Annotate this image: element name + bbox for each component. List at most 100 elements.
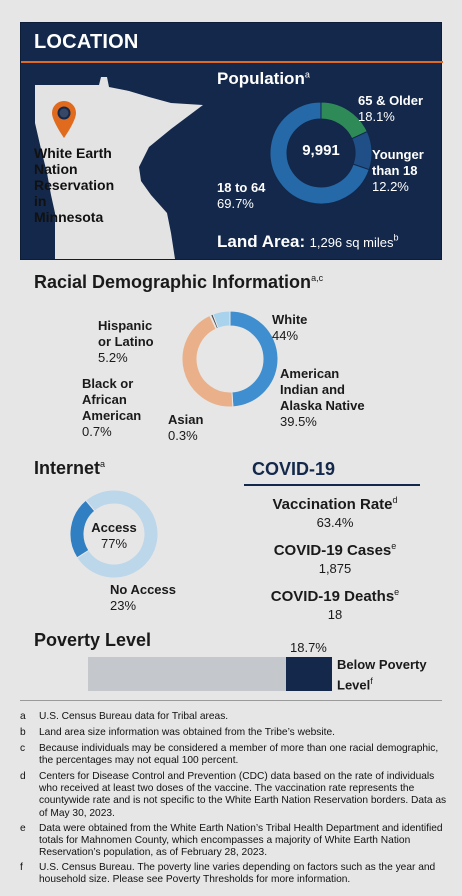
race-label-value: 0.3% [168, 428, 198, 443]
footnote-e: e Data were obtained from the White Eart… [20, 823, 450, 861]
internet-no-access-text: No Access [110, 582, 176, 597]
map-label-line: White Earth [34, 145, 112, 161]
land-area: Land Area: 1,296 sq milesb [217, 232, 398, 252]
racial-title: Racial Demographic Informationa,c [34, 272, 323, 293]
race-label-white: White 44% [272, 312, 307, 344]
race-label-text: White [272, 312, 308, 327]
race-label-value: 39.5% [280, 414, 317, 429]
covid-title-rule [244, 484, 420, 486]
covid-stat-value: 18 [327, 607, 343, 622]
poverty-label-sup: f [370, 676, 373, 686]
race-label-text: African [82, 392, 127, 407]
covid-stat-value: 63.4% [316, 515, 354, 530]
covid-stat-value: 1,875 [318, 561, 352, 576]
footnote-text: Centers for Disease Control and Preventi… [39, 771, 447, 819]
internet-title-sup: a [100, 459, 106, 469]
footnote-key: d [20, 771, 26, 782]
pop-label-younger-18: Younger than 18 12.2% [372, 147, 424, 195]
minnesota-map [35, 77, 203, 259]
population-title-text: Population [217, 69, 305, 88]
land-area-label: Land Area: [217, 232, 306, 251]
pop-label-value: 12.2% [372, 179, 409, 194]
poverty-label-text: Level [337, 677, 371, 693]
location-panel: LOCATION White Earth Nation Reservation … [20, 22, 443, 260]
pop-label-18-to-64: 18 to 64 69.7% [217, 180, 265, 212]
population-title: Populationa [217, 69, 310, 89]
footnote-key: b [20, 727, 26, 738]
map-pin-icon [52, 101, 76, 138]
poverty-bar-fill [286, 657, 332, 691]
map-label-line: in [34, 193, 47, 209]
covid-stat-label: Vaccination Rate [272, 496, 393, 513]
map-label: White Earth Nation Reservation in Minnes… [34, 145, 114, 225]
racial-donut-chart [181, 310, 279, 408]
race-label-text: Asian [168, 412, 204, 427]
race-label-hispanic: Hispanic or Latino 5.2% [98, 318, 154, 366]
pop-label-text: Younger [372, 147, 424, 162]
racial-hole [197, 326, 263, 392]
race-label-asian: Asian 0.3% [168, 412, 203, 444]
land-area-value: 1,296 sq miles [309, 235, 394, 250]
race-label-text: Hispanic [98, 318, 153, 333]
footnote-text: Land area size information was obtained … [39, 727, 335, 738]
footnote-key: a [20, 711, 26, 722]
race-label-text: Indian and [280, 382, 345, 397]
internet-access-label: Access 77% [70, 520, 158, 552]
internet-title-text: Internet [34, 458, 101, 478]
land-area-sup: b [393, 232, 399, 243]
race-label-text: American [82, 408, 142, 423]
internet-no-access-value: 23% [110, 598, 137, 613]
footnote-a: a U.S. Census Bureau data for Tribal are… [20, 711, 450, 725]
map-label-line: Nation [34, 161, 78, 177]
racial-title-sup: a,c [311, 273, 324, 283]
racial-title-text: Racial Demographic Information [34, 272, 312, 292]
covid-stat-cases: COVID-19 Casese 1,875 [240, 541, 430, 576]
race-label-value: 5.2% [98, 350, 128, 365]
poverty-label: Below Poverty Levelf [337, 657, 427, 693]
race-label-value: 0.7% [82, 424, 112, 439]
internet-donut-chart [70, 490, 158, 578]
footnote-divider [20, 700, 442, 701]
footnote-text: U.S. Census Bureau data for Tribal areas… [39, 711, 229, 722]
race-label-aian: American Indian and Alaska Native 39.5% [280, 366, 365, 430]
poverty-title: Poverty Level [34, 630, 152, 650]
poverty-bar-track [88, 657, 332, 691]
covid-stat-vaccination: Vaccination Rated 63.4% [240, 495, 430, 530]
footnote-text: Data were obtained from the White Earth … [39, 823, 443, 859]
footnote-b: b Land area size information was obtaine… [20, 727, 450, 741]
poverty-value: 18.7% [290, 640, 327, 655]
population-hole [287, 119, 355, 187]
footnote-key: e [20, 823, 26, 834]
covid-stat-label: COVID-19 Deaths [270, 588, 395, 605]
internet-hole [84, 504, 144, 564]
footnote-key: f [20, 862, 23, 873]
population-total: 9,991 [302, 142, 340, 159]
footnote-key: c [20, 743, 26, 754]
location-title: LOCATION [34, 31, 139, 53]
pop-label-65-older: 65 & Older 18.1% [358, 93, 423, 125]
race-label-black: Black or African American 0.7% [82, 376, 141, 440]
covid-stat-label: COVID-19 Cases [273, 542, 392, 559]
pop-label-value: 18.1% [358, 109, 395, 124]
internet-title: Interneta [34, 458, 105, 479]
location-title-rule [21, 61, 443, 63]
covid-stat-sup: e [391, 541, 397, 551]
race-label-value: 44% [272, 328, 299, 343]
pop-label-text: 18 to 64 [217, 180, 266, 195]
map-label-line: Reservation [34, 177, 115, 193]
internet-access-text: Access [91, 520, 137, 535]
covid-stat-sup: d [392, 495, 398, 505]
covid-stat-sup: e [394, 587, 400, 597]
footnote-f: f U.S. Census Bureau. The poverty line v… [20, 862, 450, 888]
pop-label-text: 65 & Older [358, 93, 424, 108]
internet-access-value: 77% [100, 536, 128, 551]
population-donut-chart [269, 101, 373, 205]
map-label-line: Minnesota [34, 209, 104, 225]
race-label-text: American [280, 366, 340, 381]
race-label-text: or Latino [98, 334, 154, 349]
footnote-c: c Because individuals may be considered … [20, 743, 450, 769]
internet-no-access-label: No Access 23% [110, 582, 176, 614]
covid-stat-deaths: COVID-19 Deathse 18 [240, 587, 430, 622]
minnesota-shape [35, 77, 203, 259]
footnote-d: d Centers for Disease Control and Preven… [20, 771, 450, 821]
